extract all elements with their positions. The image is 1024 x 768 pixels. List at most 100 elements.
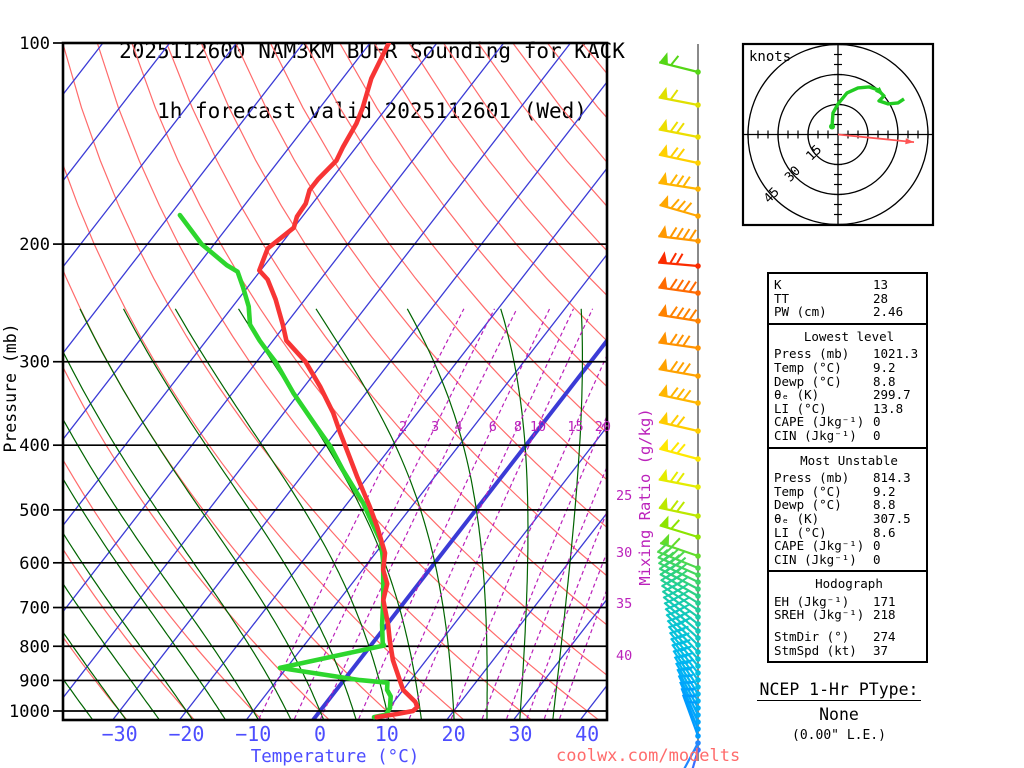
moist-adiabat-line xyxy=(79,308,325,720)
stats-value: 8.8 xyxy=(873,373,896,389)
barb-tick xyxy=(675,279,685,291)
mixing-ratio-value-label: 2 xyxy=(399,419,407,435)
barb-pennant xyxy=(658,251,668,264)
stats-row: CAPE (Jkg⁻¹) 0 xyxy=(774,415,924,429)
wind-barb xyxy=(683,740,701,768)
wind-barb xyxy=(658,251,701,269)
barb-level-dot xyxy=(695,670,701,676)
temp-tick-label: 40 xyxy=(575,722,599,746)
wind-barb xyxy=(658,118,701,140)
barb-tick xyxy=(669,386,679,398)
wind-barb xyxy=(658,171,701,192)
stats-row: Press (mb) 1021.3 xyxy=(774,347,924,361)
wind-barb xyxy=(659,515,701,540)
stats-section: Most Unstable Press (mb) 814.3 Temp (°C) 9.2… xyxy=(769,446,926,571)
mixing-ratio-value-label: 35 xyxy=(616,596,632,612)
isotherm-line xyxy=(63,43,171,182)
dry-adiabat-line xyxy=(443,43,607,252)
barb-tick xyxy=(682,280,691,292)
dewpoint-curve xyxy=(177,212,394,720)
temp-tick-label: −10 xyxy=(235,722,271,746)
pressure-tick-label: 300 xyxy=(19,353,50,373)
moist-adiabat-line xyxy=(63,350,292,720)
barb-tick xyxy=(683,694,696,698)
stats-row: EH (Jkg⁻¹) 171 xyxy=(774,595,924,609)
barb-tick xyxy=(664,597,677,605)
barb-level-dot xyxy=(695,663,701,669)
mixing-ratio-line xyxy=(505,465,607,720)
temp-tick-label: −20 xyxy=(168,722,204,746)
stats-label: TT xyxy=(774,290,790,306)
dry-adiabat-line xyxy=(63,163,465,720)
barb-level-dot xyxy=(695,705,701,711)
barb-staff xyxy=(656,550,699,570)
ptype-panel: NCEP 1-Hr PType: None (0.00" L.E.) xyxy=(743,680,935,743)
barb-pennant xyxy=(658,358,668,371)
stats-row: CIN (Jkg⁻¹) 0 xyxy=(774,553,924,567)
barb-tick xyxy=(670,628,683,635)
barb-tick xyxy=(660,572,673,582)
barb-tick xyxy=(682,228,691,240)
mixing-ratio-line xyxy=(408,308,594,720)
stats-panel: K 13 TT 28 PW (cm) 2.46 Lowest level Press (mb)… xyxy=(767,272,928,664)
barb-pennant xyxy=(658,171,668,185)
mixing-ratio-value-label: 25 xyxy=(616,488,632,504)
barb-tick xyxy=(675,655,688,659)
barb-level-dot xyxy=(695,186,701,192)
stats-row: Dewp (°C) 8.8 xyxy=(774,373,924,389)
barb-level-dot xyxy=(695,553,701,559)
pressure-tick-label: 500 xyxy=(19,501,50,521)
mixing-ratio-value-label: 15 xyxy=(567,419,583,435)
barb-level-dot xyxy=(695,400,701,406)
dry-adiabat-line xyxy=(96,43,600,720)
stats-section: K 13 TT 28 PW (cm) 2.46 xyxy=(769,274,926,323)
barb-tick xyxy=(676,416,686,427)
stats-label: CIN (Jkg⁻¹) xyxy=(774,551,857,567)
dry-adiabat-line xyxy=(63,458,263,720)
barb-tick xyxy=(663,545,674,556)
isotherm-line xyxy=(63,43,371,441)
stats-label: PW (cm) xyxy=(774,304,827,320)
barb-tick xyxy=(669,414,679,426)
barb-level-dot xyxy=(695,318,701,324)
barb-tick xyxy=(669,306,678,318)
barb-pennant xyxy=(658,497,668,510)
dry-adiabat-line xyxy=(304,43,607,434)
barb-staff xyxy=(659,524,699,539)
barb-pennant xyxy=(658,144,668,157)
barb-tick xyxy=(682,335,691,347)
wind-barb xyxy=(658,303,701,324)
barb-level-dot xyxy=(695,213,701,219)
stats-label: SREH (Jkg⁻¹) xyxy=(774,607,865,623)
barb-tick xyxy=(661,578,674,587)
barb-level-dot xyxy=(695,565,701,571)
pressure-tick-label: 600 xyxy=(19,554,50,574)
dry-adiabat-line xyxy=(63,43,533,720)
stats-row: CAPE (Jkg⁻¹) 0 xyxy=(774,539,924,553)
barb-tick xyxy=(688,309,698,321)
wind-barb xyxy=(691,747,701,768)
stats-value: 0 xyxy=(873,427,881,443)
stats-value: 2.46 xyxy=(873,304,904,320)
barb-tick xyxy=(675,307,685,319)
barb-level-dot xyxy=(695,534,701,540)
stats-section-header: Most Unstable xyxy=(800,452,898,468)
barb-level-dot xyxy=(695,593,701,599)
barb-pennant xyxy=(658,225,668,238)
stats-value: 28 xyxy=(873,290,889,306)
barb-level-dot xyxy=(695,160,701,166)
barb-tick xyxy=(676,443,686,455)
skewt-background-lines xyxy=(63,43,607,720)
isotherm-line xyxy=(63,43,238,268)
dry-adiabat-line xyxy=(200,43,607,577)
axis-labels: 1002003004005006007008009001000Pressure … xyxy=(1,34,599,767)
stats-label: θₑ (K) xyxy=(774,510,820,526)
barb-pennant xyxy=(658,276,668,289)
mixing-ratio-value-label: 4 xyxy=(454,419,462,435)
stats-value: 37 xyxy=(873,642,889,658)
watermark-link[interactable]: coolwx.com/modelts xyxy=(556,746,741,766)
barb-tick xyxy=(682,202,693,213)
wind-barb xyxy=(658,225,701,244)
barb-level-dot xyxy=(695,134,701,140)
barb-tick xyxy=(670,55,680,66)
